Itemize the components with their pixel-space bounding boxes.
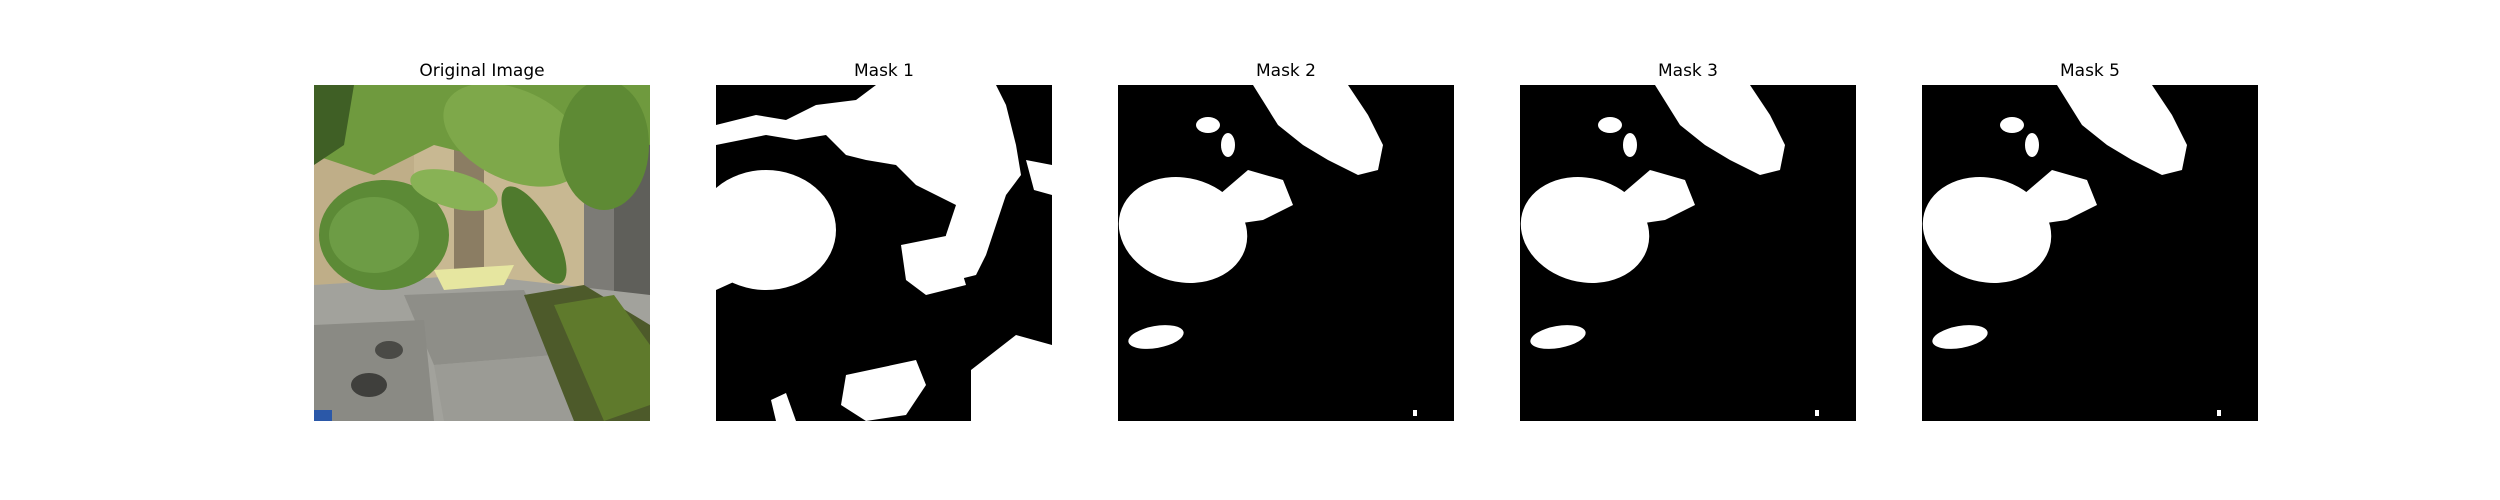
panel-title: Mask 5 (2059, 61, 2120, 81)
panel-title: Mask 2 (1255, 61, 1316, 81)
mask-image (1520, 85, 1856, 421)
panel-mask-5: Mask 5 (1922, 0, 2258, 500)
panel-title: Original Image (419, 61, 545, 81)
panel-mask-3: Mask 3 (1520, 0, 1856, 500)
panel-title: Mask 3 (1657, 61, 1718, 81)
original-photo (314, 85, 650, 421)
panel-original-image: Original Image (314, 0, 650, 500)
panel-title: Mask 1 (853, 61, 914, 81)
panel-mask-1: Mask 1 (716, 0, 1052, 500)
mask-image (1922, 85, 2258, 421)
mask-image (1118, 85, 1454, 421)
panel-mask-2: Mask 2 (1118, 0, 1454, 500)
mask-image (716, 85, 1052, 421)
